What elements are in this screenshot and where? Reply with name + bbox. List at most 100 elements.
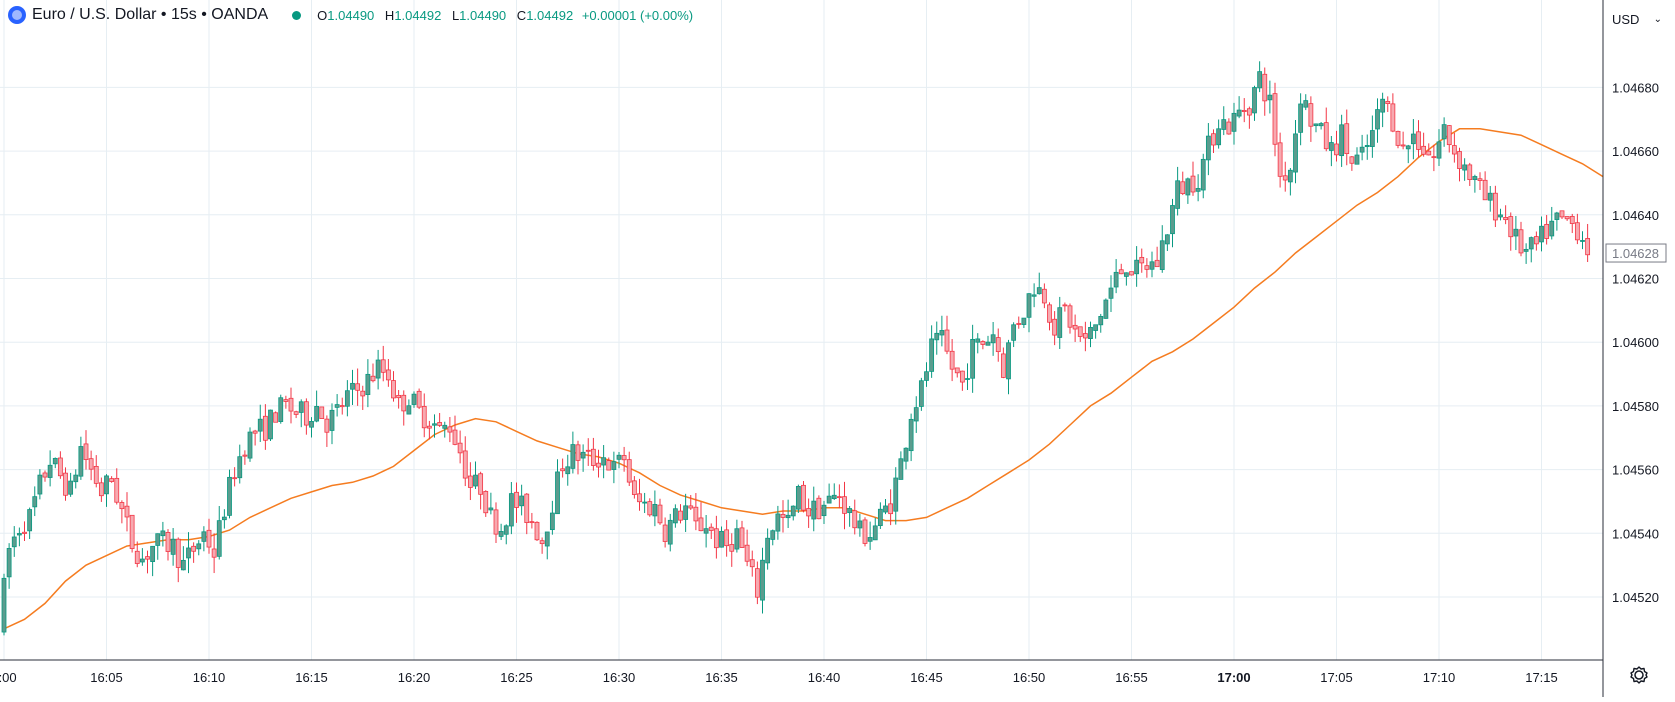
candle-body — [693, 506, 699, 522]
candle-body — [1103, 299, 1109, 319]
currency-selector[interactable]: USD ⌄ — [1608, 8, 1666, 30]
candle-body — [678, 510, 683, 521]
candle-body — [1180, 181, 1186, 195]
x-tick-label: 16:15 — [295, 670, 328, 685]
candle-body — [539, 540, 545, 545]
candle-body — [1, 577, 7, 633]
candle-body — [1436, 141, 1442, 159]
candle-body — [647, 501, 653, 516]
candle-body — [590, 448, 596, 466]
candle-body — [744, 544, 750, 562]
candle-body — [385, 369, 391, 381]
candle-body — [1088, 326, 1093, 339]
candle-body — [918, 380, 924, 407]
oanda-logo-icon[interactable] — [8, 6, 26, 24]
candle-body — [155, 533, 161, 546]
candle-body — [1339, 124, 1345, 157]
candle-body — [713, 528, 719, 549]
candle-body — [457, 442, 463, 454]
candle-body — [22, 531, 27, 534]
candle-body — [708, 526, 714, 531]
y-tick-label: 1.04640 — [1612, 208, 1659, 223]
candle-body — [268, 409, 273, 440]
candle-body — [1431, 156, 1437, 159]
candle-body — [990, 334, 996, 344]
candle-body — [416, 390, 422, 408]
candle-body — [1375, 109, 1380, 130]
candle-body — [1482, 179, 1488, 201]
candle-body — [150, 545, 156, 562]
candle-body — [1328, 142, 1334, 151]
candle-body — [221, 516, 227, 521]
candle-body — [27, 509, 33, 532]
candle-body — [642, 501, 648, 504]
candle-body — [375, 359, 381, 379]
candle-body — [908, 418, 914, 452]
x-tick-label: 16:25 — [500, 670, 533, 685]
candle-body — [63, 472, 68, 496]
candle-body — [37, 474, 43, 495]
candle-body — [180, 559, 186, 571]
candle-body — [52, 457, 58, 465]
candle-body — [1057, 307, 1063, 338]
symbol-title[interactable]: Euro / U.S. Dollar • 15s • OANDA — [32, 6, 269, 23]
candle-body — [821, 504, 827, 517]
candle-body — [314, 405, 320, 422]
candle-body — [570, 444, 576, 469]
candle-body — [1513, 228, 1519, 237]
x-tick-label: 17:15 — [1525, 670, 1558, 685]
y-tick-label: 1.04600 — [1612, 335, 1659, 350]
candle-body — [1098, 316, 1104, 326]
candle-body — [1390, 103, 1396, 132]
x-tick-label: 16:30 — [603, 670, 636, 685]
candle-body — [201, 531, 207, 542]
x-tick-label: 17:05 — [1320, 670, 1353, 685]
candle-body — [790, 505, 796, 517]
candle-body — [1457, 151, 1462, 169]
moving-average-layer — [3, 128, 1604, 630]
candle-body — [186, 547, 191, 559]
y-tick-label: 1.04580 — [1612, 399, 1659, 414]
x-tick-label: 16:10 — [193, 670, 226, 685]
candle-body — [867, 537, 873, 542]
candle-body — [401, 394, 407, 412]
candle-body — [1395, 130, 1401, 146]
settings-gear-icon[interactable] — [1628, 664, 1650, 686]
candle-body — [657, 504, 663, 524]
candle-body — [1518, 229, 1524, 254]
candle-body — [1354, 154, 1360, 165]
x-tick-label: 16:05 — [90, 670, 123, 685]
candle-body — [1246, 108, 1252, 116]
candle-body — [826, 495, 832, 504]
candle-body — [1113, 271, 1119, 288]
candle-body — [1036, 287, 1042, 295]
candle-body — [508, 493, 514, 527]
candle-body — [514, 491, 519, 508]
candle-body — [534, 521, 540, 541]
x-tick-label: 16:20 — [398, 670, 431, 685]
candle-body — [1067, 305, 1073, 328]
candle-body — [1170, 205, 1175, 235]
candle-body — [175, 538, 181, 568]
candle-body — [621, 455, 627, 461]
candle-body — [1405, 145, 1411, 150]
ohlc-high-key: H — [384, 7, 395, 23]
candle-body — [857, 520, 863, 529]
candle-body — [488, 507, 494, 511]
candle-body — [1077, 326, 1083, 337]
candle-body — [913, 407, 919, 422]
candle-body — [524, 493, 530, 523]
ohlc-low-value: 1.04490 — [459, 7, 507, 23]
candle-body — [1082, 333, 1088, 339]
candle-body — [1282, 175, 1288, 181]
candle-body — [1231, 112, 1237, 132]
candle-body — [1011, 324, 1017, 341]
x-tick-label: 16:45 — [910, 670, 943, 685]
candle-body — [1410, 133, 1416, 145]
candle-body — [1041, 288, 1047, 304]
last-price-box — [1605, 243, 1667, 263]
candle-body — [196, 543, 202, 550]
candle-body — [309, 421, 314, 428]
